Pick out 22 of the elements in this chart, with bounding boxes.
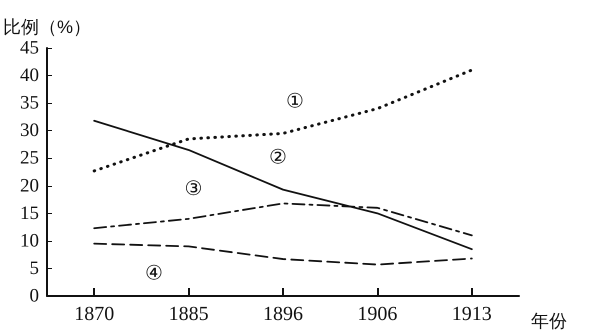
y-tick-label: 0 bbox=[30, 286, 39, 306]
y-tick-label: 15 bbox=[20, 202, 39, 224]
y-tick-label: 30 bbox=[20, 120, 39, 142]
y-tick-label: 20 bbox=[20, 175, 39, 196]
y-axis-title: 比例（%） bbox=[3, 17, 92, 37]
series-label: ② bbox=[269, 146, 287, 169]
series-label: ③ bbox=[184, 178, 203, 200]
y-tick-label: 35 bbox=[20, 92, 39, 114]
series-label: ④ bbox=[145, 262, 164, 285]
y-tick-label: 10 bbox=[20, 230, 39, 252]
x-tick-label: 1896 bbox=[263, 303, 303, 325]
x-tick-label: 1913 bbox=[452, 303, 492, 325]
series-label: ① bbox=[286, 90, 304, 112]
x-axis-title: 年份 bbox=[531, 311, 567, 331]
y-tick-label: 45 bbox=[20, 38, 39, 58]
x-tick-label: 1885 bbox=[168, 303, 209, 325]
y-tick-label: 25 bbox=[20, 148, 39, 169]
y-tick-label: 40 bbox=[20, 65, 39, 86]
y-tick-label: 5 bbox=[30, 258, 39, 279]
x-tick-label: 1870 bbox=[74, 303, 114, 325]
line-series bbox=[93, 242, 473, 266]
x-tick-label: 1906 bbox=[357, 303, 398, 325]
